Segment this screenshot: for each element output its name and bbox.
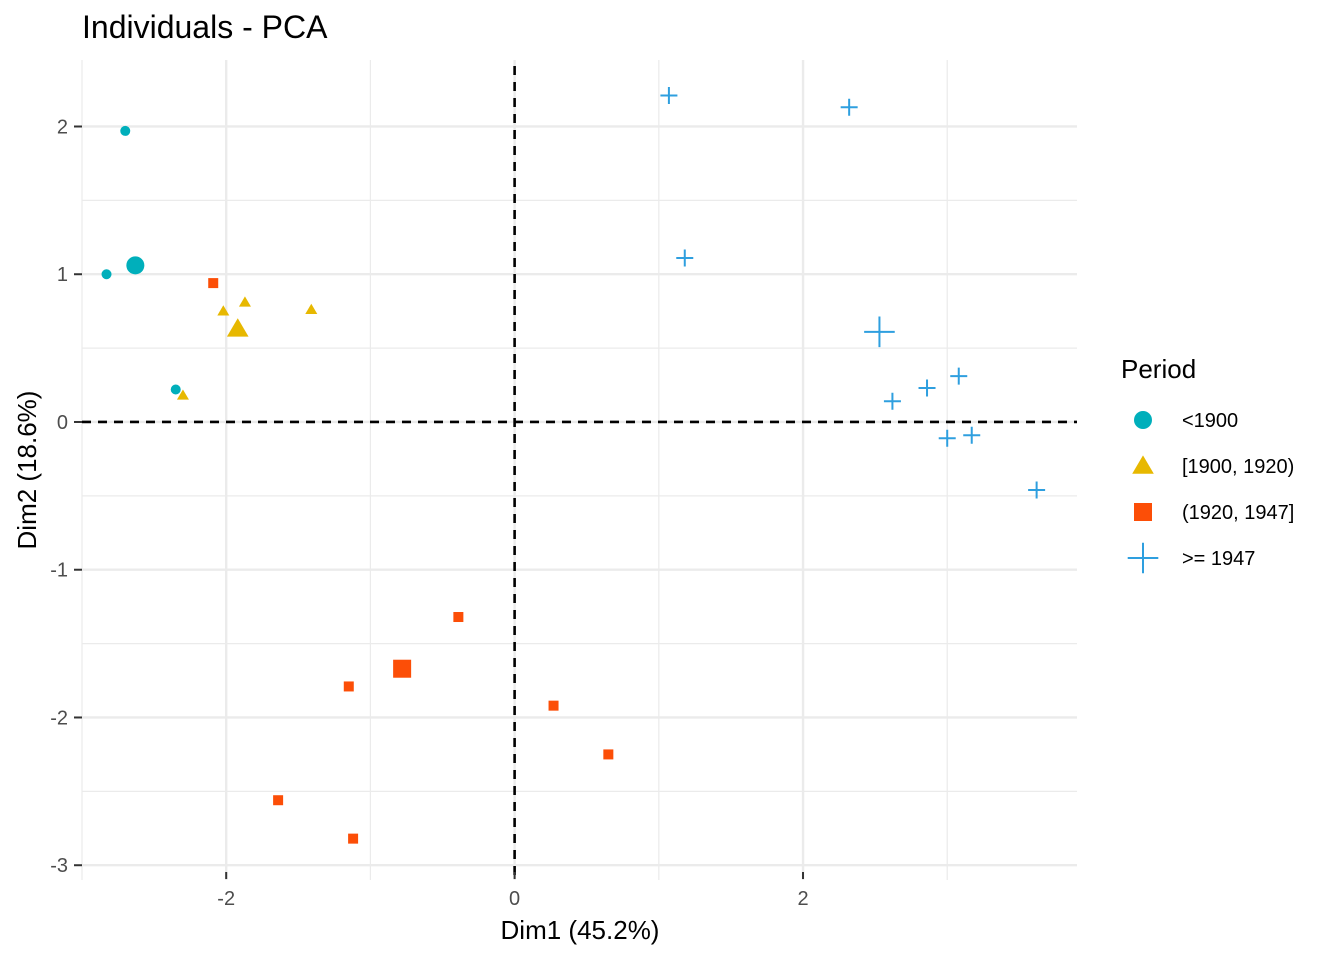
barycenter-point (126, 256, 145, 275)
data-point (548, 700, 559, 711)
legend-label: (1920, 1947] (1182, 502, 1294, 524)
data-point (938, 429, 956, 447)
barycenter-point (393, 659, 412, 678)
chart-title: Individuals - PCA (82, 9, 328, 45)
y-tick-label: 1 (57, 264, 68, 286)
data-point (305, 303, 318, 314)
data-point (840, 98, 858, 116)
legend-label: <1900 (1182, 410, 1238, 432)
y-tick-label: -1 (50, 560, 68, 582)
data-point (273, 795, 284, 806)
barycenter-point (226, 318, 249, 337)
legend-label: >= 1947 (1182, 548, 1255, 570)
x-tick-label: 2 (797, 888, 808, 910)
data-point (963, 426, 981, 444)
barycenter-point (864, 316, 895, 348)
data-point (1028, 481, 1046, 499)
data-point (918, 379, 936, 397)
x-tick-label: 0 (509, 888, 520, 910)
legend-key (1134, 503, 1152, 521)
legend-key (1132, 455, 1154, 474)
legend-key (1127, 542, 1159, 574)
data-point (170, 384, 181, 395)
data-point (176, 389, 189, 400)
legend-key (1134, 411, 1152, 429)
reference-lines (82, 66, 1077, 880)
y-tick-label: 2 (57, 116, 68, 138)
data-point (453, 612, 464, 623)
data-point (208, 278, 219, 289)
data-point (101, 269, 112, 280)
data-point (348, 833, 359, 844)
x-axis-title: Dim1 (45.2%) (501, 915, 660, 945)
data-point (343, 681, 354, 692)
legend-title: Period (1121, 354, 1196, 384)
data-point (217, 305, 230, 316)
data-point (660, 86, 678, 104)
grid (81, 60, 1077, 880)
x-tick-label: -2 (217, 888, 235, 910)
data-point (238, 296, 251, 307)
y-axis-title: Dim2 (18.6%) (12, 391, 42, 550)
y-tick-label: -3 (50, 855, 68, 877)
data-point (603, 749, 614, 760)
data-point (950, 367, 968, 385)
axes: -2 0 2 -3 -2 -1 0 1 2 (50, 116, 808, 910)
data-point (120, 125, 131, 136)
data-point (883, 392, 901, 410)
data-point (676, 249, 694, 267)
legend: Period <1900 [1900, 1920) (1920, 1947] >= 1… (1121, 354, 1294, 574)
y-tick-label: 0 (57, 412, 68, 434)
legend-label: [1900, 1920) (1182, 456, 1294, 478)
data-points (101, 86, 1046, 844)
y-tick-label: -2 (50, 707, 68, 729)
